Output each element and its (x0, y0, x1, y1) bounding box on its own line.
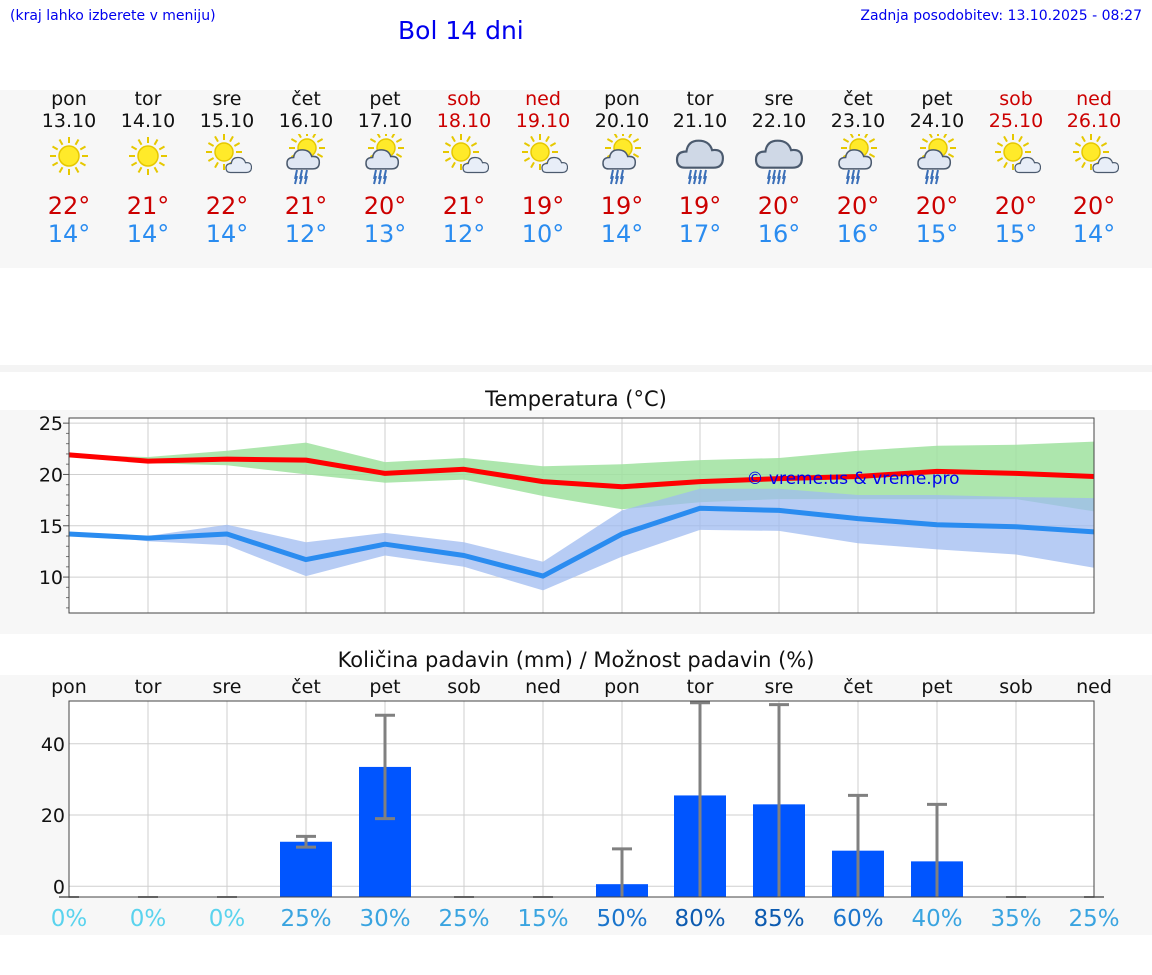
day-name: ned (525, 88, 561, 110)
sun-cloud-icon (202, 134, 253, 186)
day-column: pet 24.10 20° 15° (898, 88, 976, 248)
min-temperature: 14° (205, 220, 249, 248)
day-date: 25.10 (988, 110, 1044, 132)
day-date: 16.10 (278, 110, 334, 132)
max-temperature: 20° (915, 192, 959, 220)
day-column: sob 18.10 21° 12° (425, 88, 503, 248)
temperature-chart-band (0, 410, 1152, 634)
last-update: Zadnja posodobitev: 13.10.2025 - 08:27 (860, 8, 1142, 24)
day-name: sob (999, 88, 1033, 110)
min-temperature: 14° (126, 220, 170, 248)
day-date: 23.10 (830, 110, 886, 132)
min-temperature: 14° (47, 220, 91, 248)
day-column: ned 19.10 19° 10° (504, 88, 582, 248)
sun-cloud-rain-icon (833, 130, 883, 186)
sun-cloud-rain-icon (281, 130, 331, 186)
max-temperature: 20° (994, 192, 1038, 220)
max-temperature: 20° (836, 192, 880, 220)
day-column: sob 25.10 20° 15° (977, 88, 1055, 248)
sun-icon (123, 134, 173, 186)
max-temperature: 20° (1072, 192, 1116, 220)
day-name: pet (369, 88, 401, 110)
day-name: čet (843, 88, 873, 110)
day-name: sre (764, 88, 794, 110)
menu-hint: (kraj lahko izberete v meniju) (10, 8, 216, 24)
min-temperature: 14° (1072, 220, 1116, 248)
max-temperature: 19° (600, 192, 644, 220)
sun-cloud-icon (518, 134, 569, 186)
day-date: 24.10 (909, 110, 965, 132)
day-name: ned (1076, 88, 1112, 110)
day-column: tor 21.10 19° 17° (661, 88, 739, 248)
precipitation-chart-title: Količina padavin (mm) / Možnost padavin … (337, 648, 815, 672)
day-column: čet 16.10 21° 12° (267, 88, 345, 248)
separator (0, 365, 1152, 372)
min-temperature: 17° (678, 220, 722, 248)
max-temperature: 21° (126, 192, 170, 220)
sun-cloud-rain-icon (360, 130, 410, 186)
day-name: tor (686, 88, 714, 110)
min-temperature: 12° (284, 220, 328, 248)
day-name: pet (921, 88, 953, 110)
day-column: ned 26.10 20° 14° (1055, 88, 1133, 248)
sun-cloud-icon (439, 134, 490, 186)
day-date: 13.10 (41, 110, 97, 132)
cloud-rain-icon (675, 134, 725, 186)
min-temperature: 15° (994, 220, 1038, 248)
min-temperature: 15° (915, 220, 959, 248)
day-date: 19.10 (515, 110, 571, 132)
day-date: 20.10 (594, 110, 650, 132)
day-column: sre 22.10 20° 16° (740, 88, 818, 248)
page-title: Bol 14 dni (398, 16, 524, 45)
day-date: 21.10 (672, 110, 728, 132)
min-temperature: 14° (600, 220, 644, 248)
day-name: tor (134, 88, 162, 110)
sun-cloud-icon (1069, 134, 1120, 186)
day-column: tor 14.10 21° 14° (109, 88, 187, 248)
day-column: pon 20.10 19° 14° (583, 88, 661, 248)
temperature-chart-title: Temperatura (°C) (485, 387, 667, 411)
max-temperature: 19° (678, 192, 722, 220)
sun-cloud-rain-icon (912, 130, 962, 186)
day-date: 17.10 (357, 110, 413, 132)
day-column: čet 23.10 20° 16° (819, 88, 897, 248)
sun-icon (44, 134, 94, 186)
day-date: 18.10 (436, 110, 492, 132)
day-name: sob (447, 88, 481, 110)
day-date: 14.10 (120, 110, 176, 132)
day-column: pon 13.10 22° 14° (30, 88, 108, 248)
max-temperature: 21° (442, 192, 486, 220)
min-temperature: 10° (521, 220, 565, 248)
max-temperature: 20° (363, 192, 407, 220)
day-date: 15.10 (199, 110, 255, 132)
day-date: 26.10 (1066, 110, 1122, 132)
sun-cloud-rain-icon (597, 130, 647, 186)
day-name: pon (51, 88, 87, 110)
max-temperature: 21° (284, 192, 328, 220)
min-temperature: 13° (363, 220, 407, 248)
day-date: 22.10 (751, 110, 807, 132)
day-column: pet 17.10 20° 13° (346, 88, 424, 248)
max-temperature: 19° (521, 192, 565, 220)
max-temperature: 22° (47, 192, 91, 220)
min-temperature: 16° (757, 220, 801, 248)
min-temperature: 12° (442, 220, 486, 248)
day-name: pon (604, 88, 640, 110)
precipitation-chart-band (0, 675, 1152, 935)
day-name: sre (212, 88, 242, 110)
max-temperature: 22° (205, 192, 249, 220)
sun-cloud-icon (991, 134, 1042, 186)
day-name: čet (291, 88, 321, 110)
day-forecast-band (0, 90, 1152, 268)
day-column: sre 15.10 22° 14° (188, 88, 266, 248)
max-temperature: 20° (757, 192, 801, 220)
cloud-rain-icon (754, 134, 804, 186)
min-temperature: 16° (836, 220, 880, 248)
